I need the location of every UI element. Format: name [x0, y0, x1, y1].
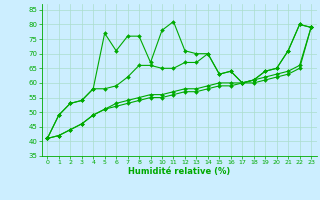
X-axis label: Humidité relative (%): Humidité relative (%): [128, 167, 230, 176]
